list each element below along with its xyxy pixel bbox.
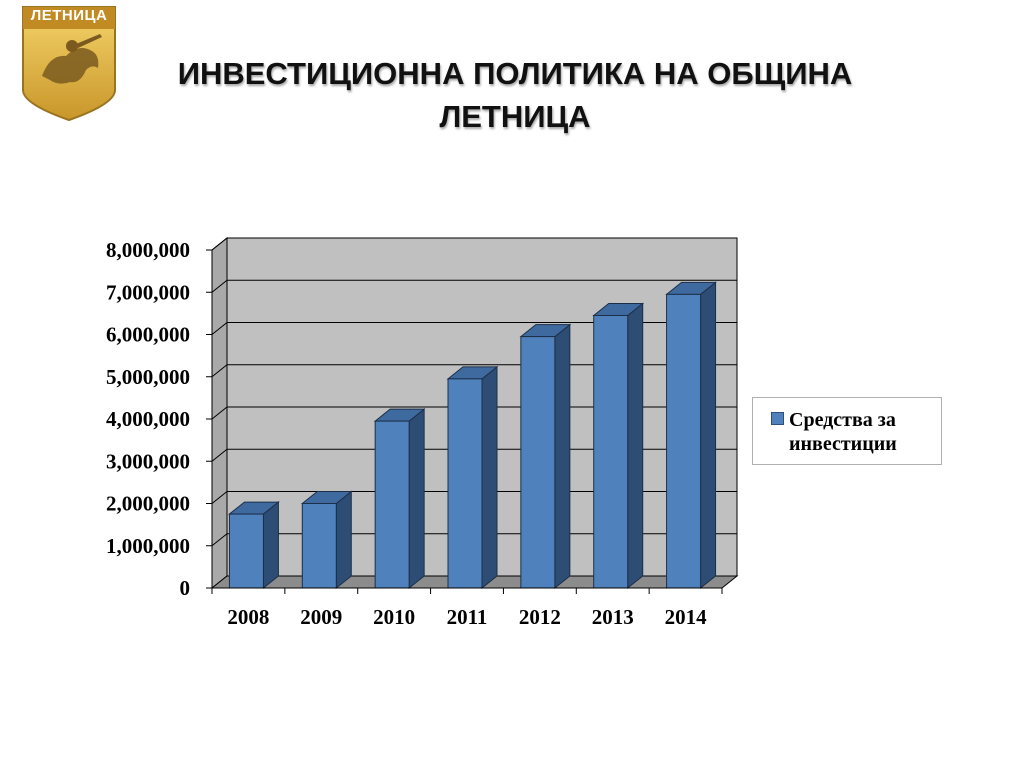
gridline-side — [211, 448, 228, 462]
coat-of-arms-icon — [22, 6, 116, 122]
x-tick-label: 2014 — [665, 605, 708, 629]
y-tick-label: 4,000,000 — [106, 407, 190, 431]
municipality-logo: ЛЕТНИЦА — [20, 4, 118, 122]
x-axis: 2008 2009 2010 2011 2012 2013 2014 — [211, 587, 723, 629]
x-tick-label: 2009 — [300, 605, 342, 629]
bar-front — [301, 503, 337, 589]
y-tick-label: 6,000,000 — [106, 323, 190, 347]
bar-2009 — [300, 490, 353, 590]
x-tick-label: 2008 — [227, 605, 269, 629]
bar-side — [335, 490, 352, 590]
page-title: ИНВЕСТИЦИОННА ПОЛИТИКА НА ОБЩИНА ЛЕТНИЦА — [177, 56, 853, 134]
bar-side — [481, 365, 498, 590]
bar-front — [666, 293, 702, 589]
y-tick-label: 3,000,000 — [106, 449, 190, 473]
bar-2014 — [665, 281, 717, 590]
x-tick-label: 2011 — [447, 605, 488, 629]
legend-label: Средства за инвестиции — [789, 409, 897, 455]
bar-side — [408, 408, 425, 590]
gridline-side — [211, 406, 228, 420]
gridline-side — [211, 322, 228, 335]
bar-side — [554, 323, 571, 590]
bar-front — [593, 314, 629, 589]
bar-side — [700, 281, 717, 590]
x-tick-label: 2013 — [592, 605, 634, 629]
y-tick-label: 2,000,000 — [106, 492, 190, 516]
gridline-side — [211, 279, 228, 293]
y-tick-label: 8,000,000 — [106, 238, 190, 262]
legend-swatch — [771, 412, 784, 425]
y-tick-label: 1,000,000 — [106, 534, 190, 558]
y-tick-label: 5,000,000 — [106, 365, 190, 389]
bar-2011 — [446, 365, 499, 590]
chart-bars — [228, 281, 717, 590]
logo-text: ЛЕТНИЦА — [30, 7, 108, 24]
x-tick-label: 2012 — [519, 605, 561, 629]
bar-front — [228, 513, 264, 589]
y-axis: 0 1,000,000 2,000,000 3,000,000 4,000,000 5,0… — [106, 238, 213, 600]
y-tick-label: 7,000,000 — [106, 280, 190, 304]
gridline-side — [211, 533, 228, 547]
chart-gridlines — [211, 237, 737, 547]
bar-front — [447, 378, 483, 589]
bar-side — [627, 302, 644, 590]
y-tick-label: 0 — [180, 576, 191, 600]
bar-front — [374, 420, 410, 589]
x-tick-label: 2010 — [373, 605, 415, 629]
gridline-side — [211, 237, 228, 251]
gridline-side — [211, 364, 228, 378]
bar-2010 — [373, 408, 426, 590]
bar-2008 — [228, 501, 280, 590]
chart-legend: Средства за инвестиции — [752, 397, 942, 465]
bar-2013 — [592, 302, 645, 590]
bar-side — [262, 501, 279, 590]
bar-front — [520, 336, 556, 589]
bar-2012 — [519, 323, 572, 590]
gridline-side — [211, 491, 228, 504]
